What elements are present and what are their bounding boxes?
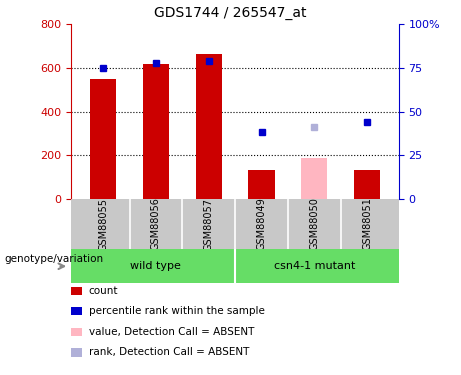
Bar xyxy=(354,170,380,199)
Text: value, Detection Call = ABSENT: value, Detection Call = ABSENT xyxy=(89,327,254,337)
Text: GSM88050: GSM88050 xyxy=(309,198,319,250)
Bar xyxy=(195,54,222,199)
Bar xyxy=(301,158,327,199)
Text: GSM88051: GSM88051 xyxy=(362,198,372,250)
Text: GSM88049: GSM88049 xyxy=(256,198,266,250)
Text: GSM88057: GSM88057 xyxy=(204,198,214,250)
Text: GDS1744 / 265547_at: GDS1744 / 265547_at xyxy=(154,6,307,20)
Text: rank, Detection Call = ABSENT: rank, Detection Call = ABSENT xyxy=(89,348,249,357)
Bar xyxy=(90,79,116,199)
Bar xyxy=(248,170,275,199)
Text: GSM88055: GSM88055 xyxy=(98,198,108,250)
Text: genotype/variation: genotype/variation xyxy=(5,254,104,264)
Bar xyxy=(143,64,169,199)
Text: wild type: wild type xyxy=(130,261,181,271)
Text: GSM88056: GSM88056 xyxy=(151,198,161,250)
Text: count: count xyxy=(89,286,118,296)
Text: csn4-1 mutant: csn4-1 mutant xyxy=(274,261,355,271)
Text: percentile rank within the sample: percentile rank within the sample xyxy=(89,306,265,316)
